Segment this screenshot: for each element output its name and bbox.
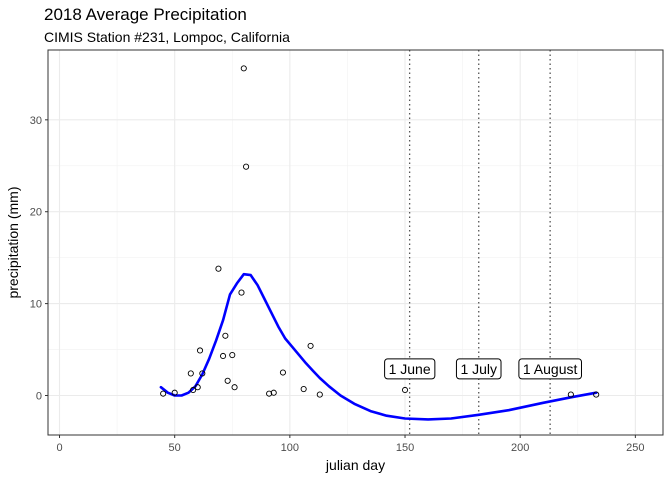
x-tick-label: 0 — [56, 442, 62, 454]
data-point — [238, 289, 245, 296]
data-point — [307, 342, 314, 349]
y-tick-label: 20 — [30, 207, 42, 219]
data-point — [171, 389, 178, 396]
data-point — [240, 65, 247, 72]
data-point — [229, 352, 236, 359]
x-tick-label: 150 — [396, 442, 414, 454]
chart-title: 2018 Average Precipitation — [44, 5, 247, 24]
x-tick-label: 250 — [626, 442, 644, 454]
y-tick-label: 0 — [36, 390, 42, 402]
data-point — [222, 332, 229, 339]
annotation-box — [384, 358, 436, 380]
data-point — [224, 377, 231, 384]
data-point — [266, 390, 273, 397]
data-point — [300, 386, 307, 393]
annotation-text: 1 July — [460, 361, 497, 377]
data-point — [187, 370, 194, 377]
annotation-text: 1 June — [389, 361, 431, 377]
x-axis-title: julian day — [325, 457, 385, 473]
data-point — [190, 386, 197, 394]
chart-subtitle: CIMIS Station #231, Lompoc, California — [44, 29, 290, 45]
x-tick-label: 50 — [169, 442, 181, 454]
data-point — [194, 384, 201, 391]
data-point — [220, 352, 227, 360]
data-point — [270, 389, 277, 396]
y-tick-label: 30 — [30, 115, 42, 127]
data-point — [215, 265, 222, 272]
plot-border — [47, 49, 664, 436]
data-point — [279, 369, 286, 376]
data-point — [231, 384, 238, 391]
data-point — [567, 391, 574, 398]
data-point — [316, 391, 323, 398]
smooth-line — [159, 272, 598, 421]
annotation-box — [518, 358, 582, 380]
annotation-label: 1 June — [384, 358, 436, 380]
data-point — [401, 386, 409, 394]
data-point — [593, 391, 600, 398]
annotation-box — [455, 358, 502, 380]
annotation-label: 1 July — [455, 358, 502, 380]
x-tick-label: 100 — [281, 442, 299, 454]
data-point — [243, 163, 250, 170]
annotation-text: 1 August — [523, 361, 578, 377]
y-tick-label: 10 — [30, 299, 42, 311]
data-point — [199, 370, 206, 377]
annotation-label: 1 August — [518, 358, 582, 380]
y-axis-title: precipitation (mm) — [5, 186, 21, 298]
data-point — [160, 390, 167, 397]
data-point — [196, 347, 204, 354]
x-tick-label: 200 — [511, 442, 529, 454]
